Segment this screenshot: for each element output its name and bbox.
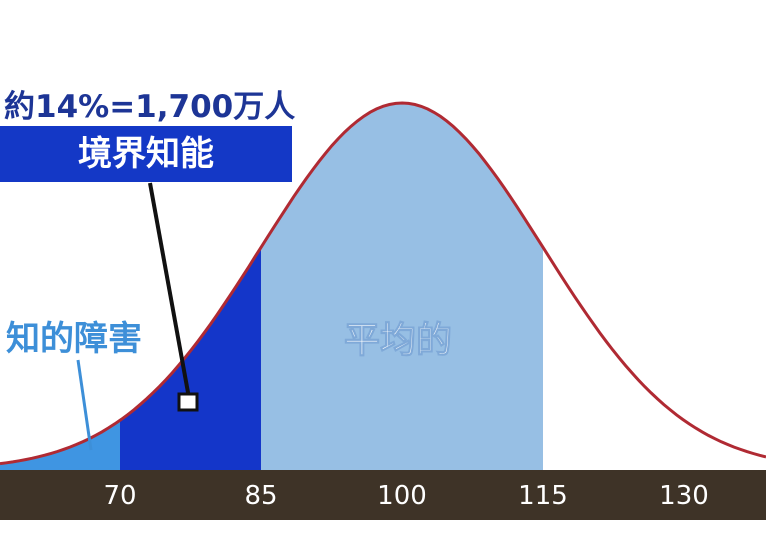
borderline-pointer-marker bbox=[177, 392, 199, 412]
intellectual-disability-label: 知的障害 bbox=[6, 319, 142, 359]
x-axis-bar bbox=[0, 470, 766, 520]
borderline-stat-label: 約14%=1,700万人 bbox=[4, 89, 295, 125]
region-intellectual-disability bbox=[0, 420, 120, 470]
x-tick-label: 115 bbox=[518, 481, 568, 511]
x-axis-ticks: 557085100115130145 bbox=[103, 481, 709, 511]
intellectual-disability-pointer bbox=[76, 359, 93, 451]
average-label: 平均的 bbox=[344, 320, 452, 361]
borderline-pointer-line bbox=[148, 182, 191, 399]
x-tick-label: 130 bbox=[659, 481, 709, 511]
x-tick-label: 100 bbox=[377, 481, 427, 511]
bell-curve-line bbox=[0, 101, 766, 466]
x-tick-label: 85 bbox=[244, 481, 277, 511]
borderline-label-box bbox=[0, 126, 292, 182]
borderline-label: 境界知能 bbox=[78, 134, 214, 174]
x-tick-label: 70 bbox=[103, 481, 136, 511]
region-average bbox=[261, 103, 543, 470]
